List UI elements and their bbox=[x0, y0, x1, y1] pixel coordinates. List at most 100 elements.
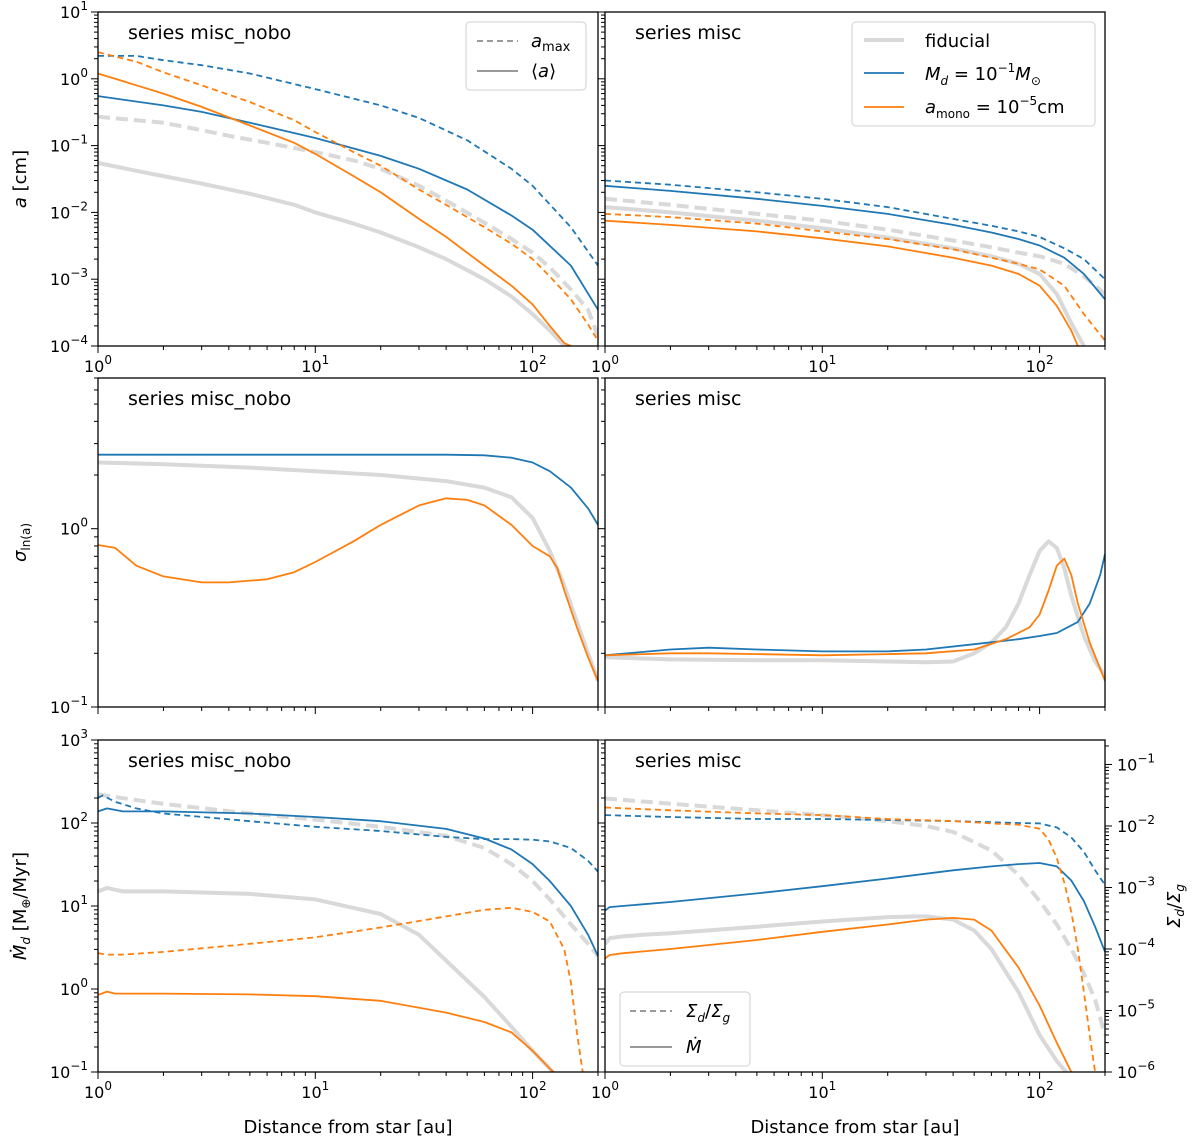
x-tick-label: 101 bbox=[301, 353, 329, 376]
y-ticks bbox=[598, 11, 605, 347]
x-tick-label: 101 bbox=[301, 1079, 329, 1102]
y-tick-label: 10−4 bbox=[50, 333, 88, 356]
y-tick-label: 101 bbox=[60, 0, 88, 22]
series-line-md bbox=[98, 453, 598, 526]
plot-frame bbox=[604, 377, 1106, 708]
series-line-amono bbox=[605, 557, 1105, 682]
x-tick-label: 100 bbox=[84, 1079, 112, 1102]
y-tick-label: 10−2 bbox=[50, 199, 88, 222]
series-line-fiducial- bbox=[98, 885, 556, 1072]
x-tick-label: 100 bbox=[84, 353, 112, 376]
y-axis-label-sigma: σln(a) bbox=[10, 523, 33, 562]
plot-frame bbox=[604, 11, 1106, 347]
series-line-amono-a- bbox=[98, 72, 572, 346]
series-line-amono-d-g bbox=[605, 806, 1096, 1072]
x-tick-label: 101 bbox=[808, 353, 836, 376]
x-tick-label: 102 bbox=[519, 1079, 547, 1102]
y-ticks bbox=[91, 739, 98, 1073]
y2-axis-label-ratio: Σd/Σg bbox=[1164, 884, 1187, 928]
panel-title: series misc bbox=[635, 750, 741, 772]
y-tick-label: 101 bbox=[60, 893, 88, 916]
legend-frame bbox=[465, 21, 587, 91]
panel-title: series misc_nobo bbox=[128, 22, 291, 44]
y2-tick-label: 10−3 bbox=[1117, 874, 1155, 897]
legend-linestyle-top: amax ⟨a⟩ bbox=[465, 21, 587, 91]
legend-label-md: Md = 10−1M⊙ bbox=[925, 61, 1041, 88]
y-tick-label: 10−1 bbox=[50, 133, 88, 156]
series-line-amono-a-max bbox=[98, 51, 598, 342]
y2-ticks bbox=[1105, 745, 1112, 1073]
series-line-amono bbox=[98, 497, 598, 682]
series-line-amono- bbox=[605, 917, 1073, 1072]
x-ticks bbox=[604, 1072, 1106, 1079]
series-line-md-d-g bbox=[605, 814, 1105, 886]
x-tick-label: 100 bbox=[591, 353, 619, 376]
series-line-amono-d-g bbox=[98, 906, 584, 1072]
legend-frame bbox=[851, 21, 1096, 127]
x-tick-label: 102 bbox=[1026, 1079, 1054, 1102]
legend-label-fiducial: fiducial bbox=[925, 31, 990, 52]
x-tick-label: 101 bbox=[808, 1079, 836, 1102]
y-ticks bbox=[91, 11, 98, 347]
panel-title: series misc_nobo bbox=[128, 388, 291, 410]
y-ticks bbox=[91, 377, 98, 708]
x-ticks bbox=[97, 707, 599, 714]
series-line-fiducial-a- bbox=[98, 160, 568, 346]
series-line-md- bbox=[98, 807, 598, 957]
x-axis-label: Distance from star [au] bbox=[243, 1117, 452, 1138]
legend-label-amax: amax bbox=[531, 31, 571, 55]
series-line-md-a- bbox=[605, 184, 1105, 300]
series-line-md-a-max bbox=[605, 179, 1105, 280]
y-ticks bbox=[598, 739, 605, 1073]
y-tick-label: 103 bbox=[60, 727, 88, 750]
series-line-md bbox=[605, 553, 1105, 657]
series-line-fiducial- bbox=[605, 914, 1069, 1072]
series-line-md- bbox=[605, 862, 1105, 953]
series-line-amono-a-max bbox=[605, 213, 1105, 342]
panel-mdot_misc: 100 101 102 10−6 10−5 10−4 10−3 10−2 10−1 series … bbox=[591, 739, 1155, 1102]
y2-tick-label: 10−1 bbox=[1117, 751, 1155, 774]
panel-title: series misc bbox=[635, 388, 741, 410]
y2-tick-label: 10−2 bbox=[1117, 813, 1155, 836]
y-axis-label-size: a [cm] bbox=[10, 150, 31, 208]
plot-frame bbox=[97, 377, 599, 708]
y-tick-label: 102 bbox=[60, 810, 88, 833]
series-line-fiducial-a- bbox=[605, 205, 1086, 346]
series-line-fiducial-a-max bbox=[98, 114, 598, 337]
x-tick-label: 102 bbox=[1026, 353, 1054, 376]
panel-title: series misc_nobo bbox=[128, 750, 291, 772]
x-tick-label: 100 bbox=[591, 1079, 619, 1102]
x-tick-label: 102 bbox=[519, 353, 547, 376]
plot-frame bbox=[97, 11, 599, 347]
panel-a_misc: 100 101 102 series misc bbox=[591, 11, 1106, 376]
series-line-fiducial bbox=[98, 460, 598, 682]
y-tick-label: 10−3 bbox=[50, 266, 88, 289]
x-ticks bbox=[604, 346, 1106, 353]
legend-linestyle-bottom: Σd/Σg Ṁ bbox=[619, 991, 751, 1067]
panel-sigma_misc_nobo: 10−1 100 series misc_nobo bbox=[50, 377, 599, 717]
series-line-amono- bbox=[98, 990, 555, 1072]
y-ticks bbox=[598, 377, 605, 708]
series-line-md-a- bbox=[98, 95, 598, 311]
legend-label-ratio: Σd/Σg bbox=[686, 1001, 730, 1025]
series-line-fiducial bbox=[605, 539, 1105, 677]
legend-label-mdot: Ṁ bbox=[686, 1037, 702, 1058]
x-ticks bbox=[604, 707, 1106, 714]
legend-label-amean: ⟨a⟩ bbox=[531, 61, 556, 82]
y-tick-label: 100 bbox=[60, 516, 88, 539]
y2-tick-label: 10−4 bbox=[1117, 936, 1155, 959]
series-line-amono-a- bbox=[605, 219, 1079, 346]
x-ticks bbox=[97, 346, 599, 353]
y-tick-label: 100 bbox=[60, 976, 88, 999]
legend-series: fiducial Md = 10−1M⊙ amono = 10−5cm bbox=[851, 21, 1096, 127]
panel-sigma_misc: series misc bbox=[598, 377, 1106, 714]
y2-tick-label: 10−5 bbox=[1117, 997, 1155, 1020]
y2-tick-label: 10−6 bbox=[1117, 1059, 1155, 1082]
x-axis-label: Distance from star [au] bbox=[750, 1117, 959, 1138]
x-ticks bbox=[97, 1072, 599, 1079]
y-axis-label-mdot: Ṁd [M⊕/Myr] bbox=[10, 852, 33, 960]
legend-frame bbox=[619, 991, 751, 1067]
series-line-md-d-g bbox=[98, 794, 598, 873]
